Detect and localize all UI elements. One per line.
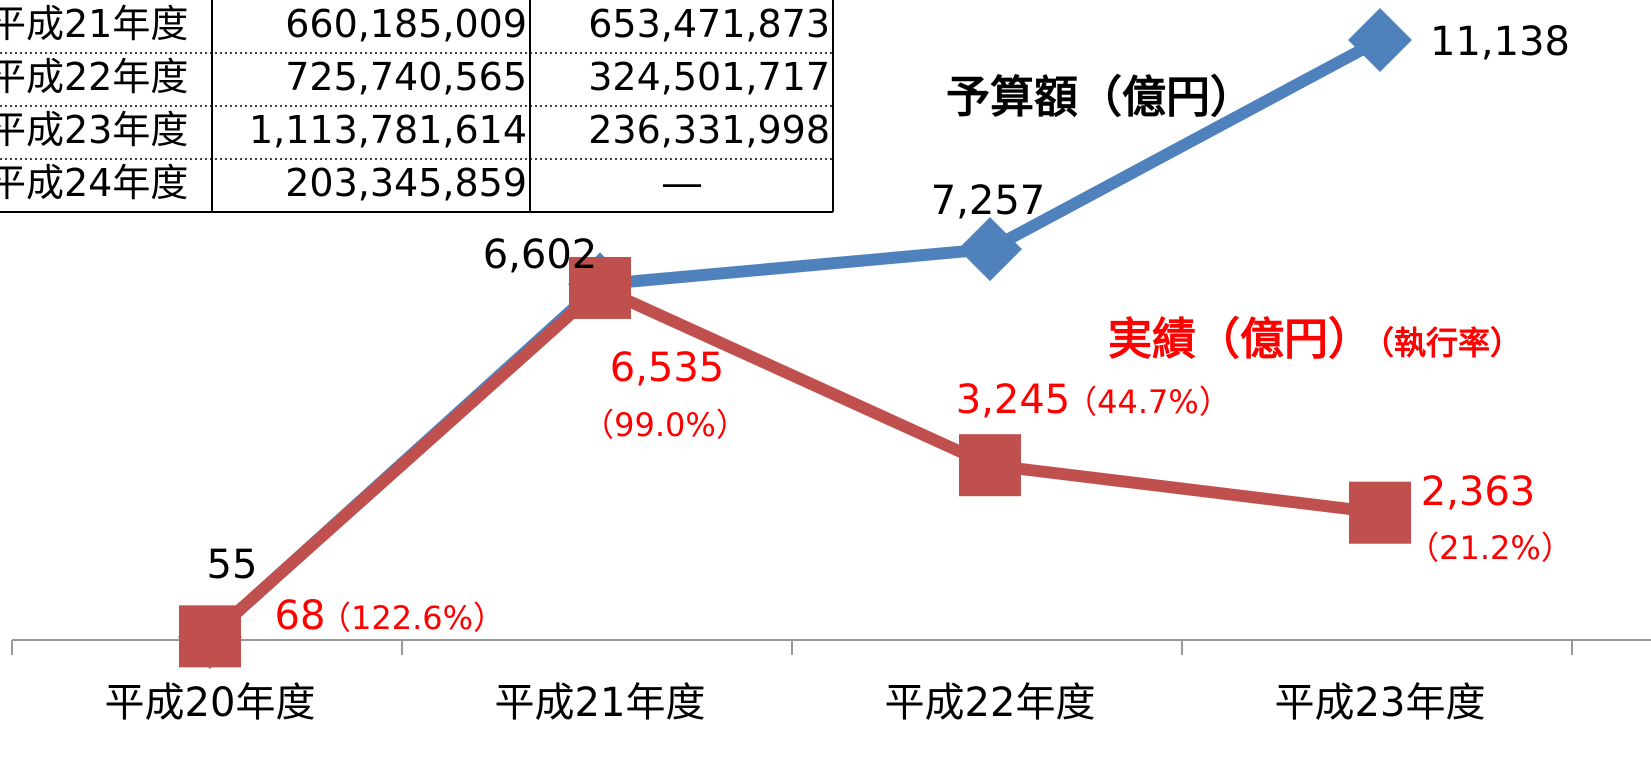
table-cell: 236,331,998 xyxy=(588,108,830,152)
legend-label: 予算額（億円） xyxy=(946,72,1254,123)
value-label: 3,245 xyxy=(956,377,1071,423)
marker xyxy=(1348,8,1412,72)
x-tick-label: 平成21年度 xyxy=(495,680,706,726)
marker xyxy=(179,605,241,668)
value-label: 68 xyxy=(275,593,326,639)
value-label: 55 xyxy=(207,542,258,588)
table-cell: 平成24年度 xyxy=(0,161,188,205)
rate-label: （21.2%） xyxy=(1407,529,1573,567)
value-label: 6,602 xyxy=(483,232,598,278)
x-tick-label: 平成20年度 xyxy=(105,680,316,726)
table-cell: 324,501,717 xyxy=(588,55,830,99)
legend-note: （執行率） xyxy=(1362,324,1522,362)
table-cell: 平成23年度 xyxy=(0,108,188,152)
x-tick-label: 平成22年度 xyxy=(885,680,1096,726)
value-label: 6,535 xyxy=(610,345,725,391)
legend-label: 実績（億円） xyxy=(1108,314,1372,365)
value-label: 7,257 xyxy=(931,178,1046,224)
marker xyxy=(569,256,631,319)
rate-label: （99.0%） xyxy=(582,406,748,444)
rate-label: （44.7%） xyxy=(1065,383,1231,421)
value-label: 11,138 xyxy=(1430,19,1570,65)
table-cell: 725,740,565 xyxy=(285,55,527,99)
table-cell: 203,345,859 xyxy=(285,161,527,205)
series-line xyxy=(206,281,1381,641)
x-tick-label: 平成23年度 xyxy=(1275,680,1486,726)
table-cell: 平成22年度 xyxy=(0,55,188,99)
value-label: 2,363 xyxy=(1421,469,1536,515)
table-cell: 653,471,873 xyxy=(588,2,830,46)
table-cell: ― xyxy=(663,161,701,205)
rate-label: （122.6%） xyxy=(319,599,505,637)
table-cell: 平成21年度 xyxy=(0,2,188,46)
marker xyxy=(958,217,1022,282)
table-cell: 660,185,009 xyxy=(285,2,527,46)
marker xyxy=(1349,481,1411,544)
table-cell: 1,113,781,614 xyxy=(249,108,527,152)
marker xyxy=(959,434,1021,497)
